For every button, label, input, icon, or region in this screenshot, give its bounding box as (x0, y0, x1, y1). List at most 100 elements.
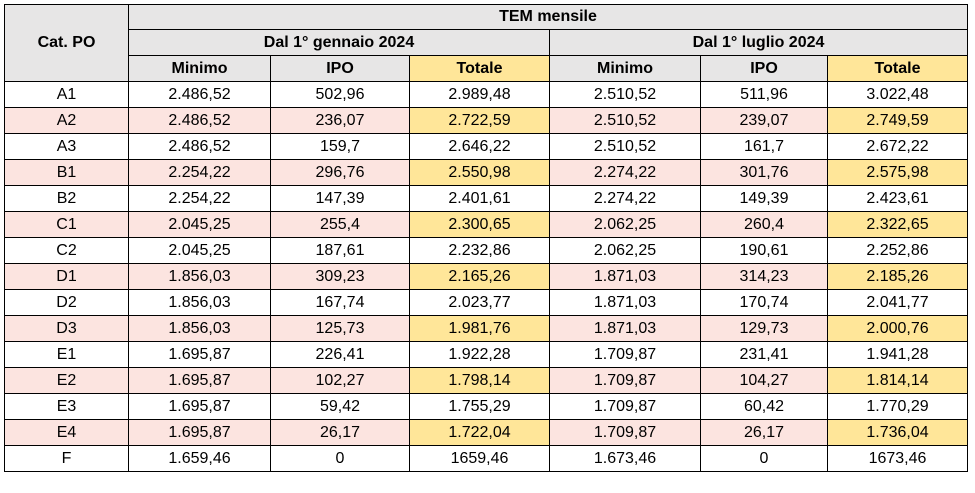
tem-table-container: Cat. PO TEM mensile Dal 1° gennaio 2024 … (4, 4, 968, 472)
cell-ipo-1: 159,7 (270, 133, 410, 160)
table-row: B2 2.254,22 147,39 2.401,61 2.274,22 149… (4, 185, 968, 212)
cat-po-header: Cat. PO (4, 4, 129, 82)
cell-ipo-2: 190,61 (700, 237, 828, 264)
cell-ipo-2: 260,4 (700, 211, 828, 238)
cell-totale-1: 1.922,28 (409, 341, 550, 368)
cell-cat: F (4, 445, 129, 472)
col-totale-1: Totale (409, 55, 550, 82)
cell-totale-2: 2.423,61 (827, 185, 968, 212)
cell-cat: B1 (4, 159, 129, 186)
cell-minimo-1: 1.659,46 (128, 445, 271, 472)
cell-minimo-1: 1.695,87 (128, 341, 271, 368)
cell-ipo-2: 149,39 (700, 185, 828, 212)
cell-totale-2: 1.736,04 (827, 419, 968, 446)
table-row: C2 2.045,25 187,61 2.232,86 2.062,25 190… (4, 237, 968, 264)
cell-minimo-2: 1.673,46 (549, 445, 701, 472)
cell-totale-2: 2.041,77 (827, 289, 968, 316)
cell-minimo-1: 2.486,52 (128, 133, 271, 160)
cell-totale-1: 2.401,61 (409, 185, 550, 212)
cell-ipo-1: 502,96 (270, 81, 410, 108)
cell-cat: E1 (4, 341, 129, 368)
cell-minimo-1: 1.856,03 (128, 289, 271, 316)
cell-ipo-2: 161,7 (700, 133, 828, 160)
period-2-header: Dal 1° luglio 2024 (549, 29, 968, 56)
table-row: D3 1.856,03 125,73 1.981,76 1.871,03 129… (4, 315, 968, 342)
cell-cat: E4 (4, 419, 129, 446)
cell-minimo-2: 2.274,22 (549, 159, 701, 186)
table-row: A2 2.486,52 236,07 2.722,59 2.510,52 239… (4, 107, 968, 134)
cell-totale-1: 2.165,26 (409, 263, 550, 290)
cell-minimo-1: 1.856,03 (128, 263, 271, 290)
table-row: E1 1.695,87 226,41 1.922,28 1.709,87 231… (4, 341, 968, 368)
cell-minimo-2: 2.510,52 (549, 133, 701, 160)
cell-cat: A3 (4, 133, 129, 160)
cell-totale-1: 1.798,14 (409, 367, 550, 394)
cell-ipo-1: 226,41 (270, 341, 410, 368)
cell-minimo-2: 1.871,03 (549, 289, 701, 316)
table-row: F 1.659,46 0 1659,46 1.673,46 0 1673,46 (4, 445, 968, 472)
col-totale-2: Totale (827, 55, 968, 82)
cell-ipo-2: 511,96 (700, 81, 828, 108)
cell-ipo-2: 60,42 (700, 393, 828, 420)
cell-minimo-1: 2.254,22 (128, 159, 271, 186)
cell-ipo-2: 170,74 (700, 289, 828, 316)
cell-totale-2: 1.770,29 (827, 393, 968, 420)
cell-cat: E3 (4, 393, 129, 420)
cell-totale-2: 1.941,28 (827, 341, 968, 368)
cell-minimo-1: 2.254,22 (128, 185, 271, 212)
cell-ipo-2: 301,76 (700, 159, 828, 186)
cell-totale-2: 1.814,14 (827, 367, 968, 394)
cell-minimo-2: 2.062,25 (549, 237, 701, 264)
cell-cat: C1 (4, 211, 129, 238)
cell-ipo-1: 255,4 (270, 211, 410, 238)
cell-ipo-1: 167,74 (270, 289, 410, 316)
cell-cat: D1 (4, 263, 129, 290)
cell-minimo-2: 2.274,22 (549, 185, 701, 212)
cell-ipo-1: 26,17 (270, 419, 410, 446)
cell-cat: A2 (4, 107, 129, 134)
cell-minimo-1: 1.695,87 (128, 419, 271, 446)
cell-totale-2: 2.672,22 (827, 133, 968, 160)
cell-cat: A1 (4, 81, 129, 108)
col-minimo-2: Minimo (549, 55, 701, 82)
cell-totale-2: 2.749,59 (827, 107, 968, 134)
table-body: A1 2.486,52 502,96 2.989,48 2.510,52 511… (4, 81, 968, 472)
cell-totale-2: 3.022,48 (827, 81, 968, 108)
cell-ipo-2: 314,23 (700, 263, 828, 290)
cell-minimo-2: 2.510,52 (549, 107, 701, 134)
table-row: D2 1.856,03 167,74 2.023,77 1.871,03 170… (4, 289, 968, 316)
cell-totale-1: 2.550,98 (409, 159, 550, 186)
cell-totale-2: 2.252,86 (827, 237, 968, 264)
table-row: E4 1.695,87 26,17 1.722,04 1.709,87 26,1… (4, 419, 968, 446)
cell-totale-2: 1673,46 (827, 445, 968, 472)
cell-totale-2: 2.185,26 (827, 263, 968, 290)
cell-totale-1: 1.722,04 (409, 419, 550, 446)
cell-ipo-2: 239,07 (700, 107, 828, 134)
cell-totale-1: 2.646,22 (409, 133, 550, 160)
cell-minimo-2: 1.709,87 (549, 393, 701, 420)
cell-ipo-2: 231,41 (700, 341, 828, 368)
cell-totale-1: 2.722,59 (409, 107, 550, 134)
table-row: A3 2.486,52 159,7 2.646,22 2.510,52 161,… (4, 133, 968, 160)
cell-totale-1: 1.981,76 (409, 315, 550, 342)
cell-ipo-1: 236,07 (270, 107, 410, 134)
cell-minimo-1: 2.486,52 (128, 81, 271, 108)
cell-minimo-2: 1.871,03 (549, 263, 701, 290)
col-ipo-1: IPO (270, 55, 410, 82)
table-row: B1 2.254,22 296,76 2.550,98 2.274,22 301… (4, 159, 968, 186)
table-row: C1 2.045,25 255,4 2.300,65 2.062,25 260,… (4, 211, 968, 238)
cell-ipo-1: 309,23 (270, 263, 410, 290)
cell-minimo-1: 2.045,25 (128, 237, 271, 264)
cell-ipo-1: 187,61 (270, 237, 410, 264)
cell-minimo-1: 2.486,52 (128, 107, 271, 134)
cell-totale-2: 2.000,76 (827, 315, 968, 342)
cell-ipo-2: 129,73 (700, 315, 828, 342)
cell-minimo-1: 1.695,87 (128, 367, 271, 394)
cell-minimo-2: 2.062,25 (549, 211, 701, 238)
cell-ipo-1: 125,73 (270, 315, 410, 342)
col-ipo-2: IPO (700, 55, 828, 82)
cell-ipo-1: 102,27 (270, 367, 410, 394)
cell-cat: C2 (4, 237, 129, 264)
cell-totale-1: 1.755,29 (409, 393, 550, 420)
cell-cat: B2 (4, 185, 129, 212)
